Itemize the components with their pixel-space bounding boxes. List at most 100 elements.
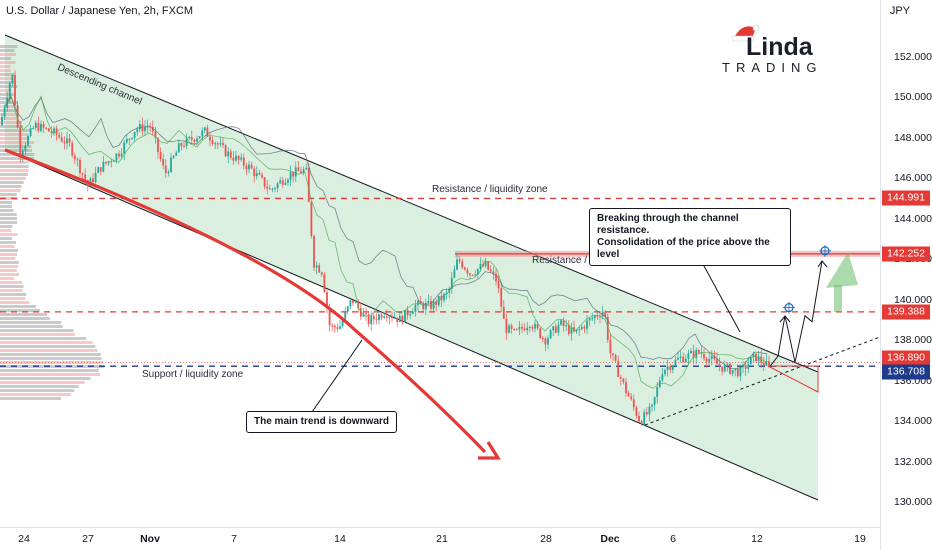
candle (500, 288, 502, 307)
candle (220, 143, 222, 144)
candle (97, 167, 99, 173)
volume-profile-bar (0, 277, 14, 280)
candle (469, 273, 471, 274)
candle (365, 313, 367, 314)
time-tick-label: 14 (334, 533, 346, 545)
volume-profile-bar (0, 145, 31, 148)
volume-profile-bar (0, 185, 22, 188)
projection-path (770, 261, 822, 366)
volume-profile-bar (0, 169, 29, 172)
candle (617, 361, 619, 377)
candle (1, 117, 3, 126)
candle (402, 316, 404, 322)
candle (391, 317, 393, 318)
currency-label: JPY (890, 5, 910, 17)
candle (487, 262, 489, 270)
volume-profile-bar (0, 237, 12, 240)
candle (103, 162, 105, 172)
candle (508, 325, 510, 332)
candle (680, 357, 682, 358)
time-tick-label: 6 (670, 533, 676, 545)
candle (560, 320, 562, 325)
volume-profile-bar (0, 261, 19, 264)
candle (461, 261, 463, 267)
candle (48, 128, 50, 131)
candle (222, 143, 224, 145)
candle (506, 319, 508, 333)
candle (246, 166, 248, 170)
volume-profile-bar (0, 221, 17, 224)
price-level-tag: 142.252 (882, 246, 930, 261)
trend-note: The main trend is downward (246, 411, 397, 433)
volume-profile-bar (0, 269, 17, 272)
volume-profile-bar (0, 57, 11, 60)
candle (516, 329, 518, 330)
candle (370, 316, 372, 324)
candle (194, 140, 196, 142)
price-tick-label: 134.000 (894, 415, 932, 427)
candle (734, 369, 736, 370)
candle (747, 364, 749, 369)
price-level-tag: 144.991 (882, 191, 930, 206)
volume-profile-bar (0, 381, 85, 384)
volume-profile-bar (0, 345, 95, 348)
candle (620, 377, 622, 379)
candle (30, 128, 32, 136)
candle (578, 329, 580, 330)
candle (243, 157, 245, 165)
candle (19, 127, 21, 156)
candle (409, 314, 411, 315)
candle (721, 366, 723, 371)
breakout-note: Breaking through the channel resistance.… (589, 208, 791, 266)
volume-profile-bar (0, 45, 17, 48)
volume-profile-bar (0, 385, 79, 388)
candle (503, 307, 505, 319)
candle (311, 202, 313, 236)
volume-profile-bar (0, 265, 18, 268)
candle (14, 75, 16, 105)
candle (485, 262, 487, 266)
trend-note-connector (312, 340, 362, 412)
candle (430, 301, 432, 309)
time-tick-label: 7 (231, 533, 237, 545)
candle (183, 146, 185, 147)
candle (467, 270, 469, 274)
candle (201, 131, 203, 137)
price-level-tag: 139.388 (882, 304, 930, 319)
candle (32, 128, 34, 129)
time-tick-label: 12 (751, 533, 763, 545)
volume-profile-bar (0, 113, 18, 116)
volume-profile-bar (0, 389, 74, 392)
candle (545, 338, 547, 344)
volume-profile-bar (0, 337, 86, 340)
volume-profile-bar (0, 301, 29, 304)
volume-profile-bar (0, 161, 28, 164)
candle (589, 318, 591, 320)
candle (4, 108, 6, 117)
candle (199, 136, 201, 138)
price-tick-label: 148.000 (894, 132, 932, 144)
candle (373, 316, 375, 319)
volume-profile-bar (0, 325, 63, 328)
volume-profile-bar (0, 377, 91, 380)
volume-profile-bar (0, 305, 36, 308)
candle (207, 127, 209, 136)
candle (719, 364, 721, 366)
logo-wordmark: Linda (746, 33, 813, 62)
candle (227, 151, 229, 156)
candle (558, 325, 560, 333)
candle (196, 138, 198, 141)
candle (256, 173, 258, 176)
volume-profile-bar (0, 329, 74, 332)
candle (529, 327, 531, 328)
support-label: Support / liquidity zone (142, 369, 243, 380)
candle (217, 143, 219, 144)
candle (628, 393, 630, 397)
candle (513, 329, 515, 330)
candle (547, 338, 549, 344)
candle (383, 316, 385, 318)
candle (669, 366, 671, 369)
candle (139, 124, 141, 129)
candle (173, 156, 175, 158)
candle (82, 173, 84, 174)
